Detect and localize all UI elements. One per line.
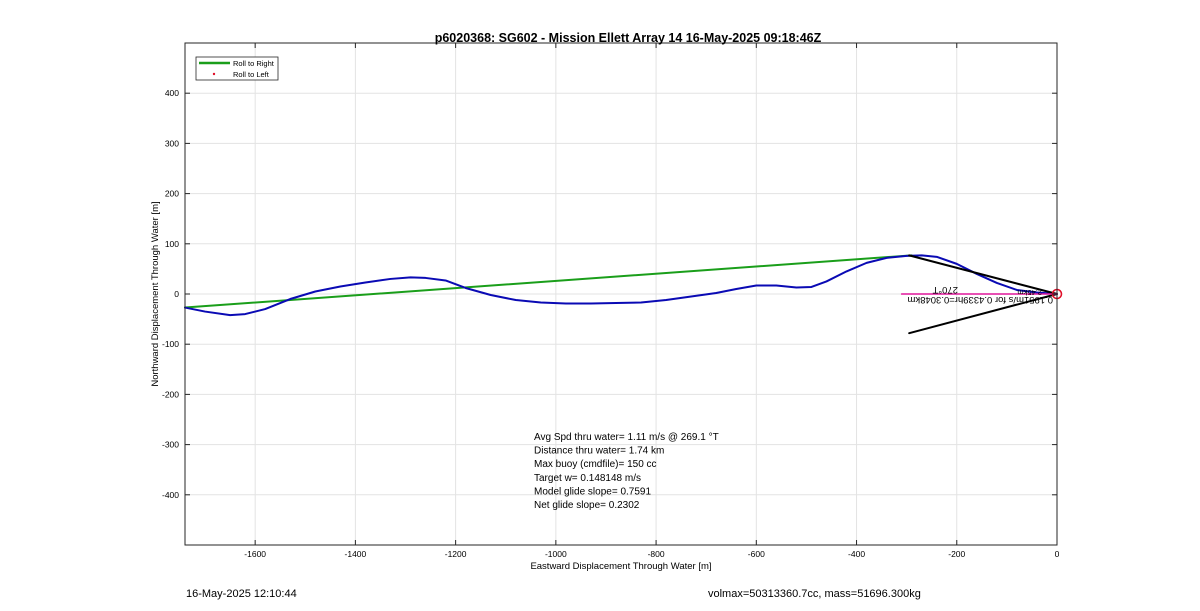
stats-annotation: Avg Spd thru water= 1.11 m/s @ 269.1 °T D… [534,432,719,511]
x-tick-label: -1400 [345,549,367,559]
y-tick-label: -400 [162,490,179,500]
footer-volmass: volmax=50313360.7cc, mass=51696.300kg [708,588,921,600]
x-tick-label: -800 [648,549,665,559]
legend: Roll to Right Roll to Left [195,56,279,81]
legend-label-roll-left: Roll to Left [233,70,270,79]
x-tick-label: -200 [948,549,965,559]
y-tick-label: 0 [174,289,179,299]
x-axis-label: Eastward Displacement Through Water [m] [530,561,711,572]
y-tick-label: 400 [165,88,179,98]
x-tick-label: -1000 [545,549,567,559]
legend-label-roll-right: Roll to Right [233,59,275,68]
y-tick-label: 200 [165,189,179,199]
stats-line: Max buoy (cmdfile)= 150 cc [534,459,657,470]
y-tick-label: -100 [162,339,179,349]
legend-swatch-roll-left [212,72,216,76]
x-tick-label: 0 [1055,549,1060,559]
chart-title: p6020368: SG602 - Mission Ellett Array 1… [435,31,822,45]
heading-rotated-label: 270°T [932,284,958,295]
y-tick-label: -300 [162,440,179,450]
x-tick-label: -1200 [445,549,467,559]
y-axis-label: Northward Displacement Through Water [m] [150,201,161,386]
stats-line: Target w= 0.148148 m/s [534,473,641,484]
stats-line: Distance thru water= 1.74 km [534,446,664,457]
footer-timestamp: 16-May-2025 12:10:44 [186,588,297,600]
y-tick-label: -200 [162,389,179,399]
y-tick-label: 100 [165,239,179,249]
stats-line: Net glide slope= 0.2302 [534,500,640,511]
small-rotated-label: 2.45km [1017,288,1042,297]
stats-line: Avg Spd thru water= 1.11 m/s @ 269.1 °T [534,432,719,443]
roll-right-line [184,254,913,309]
x-tick-label: -400 [848,549,865,559]
axis-ticks: -1600 -1400 -1200 -1000 -800 -600 -400 -200 0-40… [162,43,1060,559]
x-tick-label: -600 [748,549,765,559]
x-tick-label: -1600 [244,549,266,559]
y-tick-label: 300 [165,138,179,148]
track-line [184,254,1058,317]
current-rotated-label: 0.1951m/s for 0.4339hr=0.3048km [907,294,1053,305]
stats-line: Model glide slope= 0.7591 [534,486,651,497]
